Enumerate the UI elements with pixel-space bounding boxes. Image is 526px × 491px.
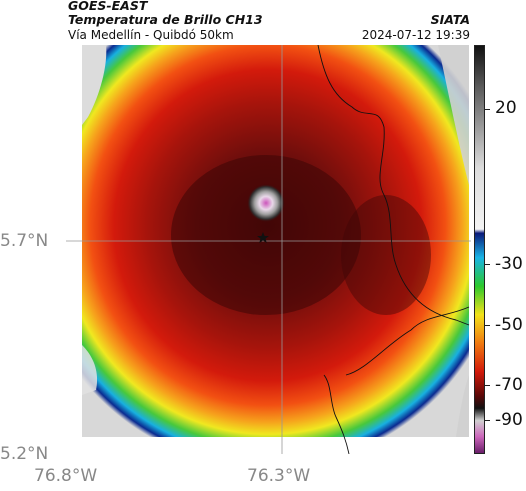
- star-marker: [257, 232, 269, 243]
- lat-label-5-7: 5.7°N: [0, 231, 49, 251]
- subtitle-route: Vía Medellín - Quibdó 50km: [68, 28, 234, 42]
- overshooting-top: [247, 184, 285, 222]
- colorbar-label-minus30: -30: [495, 254, 523, 274]
- satellite-map: [66, 45, 471, 454]
- lon-label-76-8: 76.8°W: [34, 466, 98, 486]
- deep-convection-core: [171, 155, 361, 315]
- colorbar-tick-minus30: [485, 264, 490, 265]
- admin-boundary-3: [323, 374, 350, 454]
- lon-label-76-3: 76.3°W: [247, 466, 311, 486]
- colorbar-tick-minus90: [485, 420, 490, 421]
- title-satellite: GOES-EAST: [68, 0, 148, 13]
- colorbar-label-20: 20: [495, 98, 517, 118]
- timestamp: 2024-07-12 19:39: [361, 28, 470, 42]
- title-product: Temperatura de Brillo CH13: [68, 12, 263, 27]
- colorbar: [474, 45, 485, 454]
- deep-convection-east: [341, 195, 431, 315]
- colorbar-tick-minus70: [485, 385, 490, 386]
- admin-boundary-2: [345, 306, 470, 376]
- colorbar-tick-minus50: [485, 325, 490, 326]
- warm-gray-patch-nw: [82, 45, 107, 125]
- warm-gray-patch-se: [456, 375, 469, 437]
- colorbar-label-minus50: -50: [495, 315, 523, 335]
- warm-gray-patch-sw: [82, 345, 98, 395]
- colorbar-gradient: [475, 46, 484, 453]
- lat-label-5-2: 5.2°N: [0, 444, 49, 464]
- admin-boundary-1: [317, 45, 470, 326]
- warm-gray-patch-ne: [438, 45, 469, 185]
- colorbar-tick-20: [485, 109, 490, 110]
- title-organization: SIATA: [430, 12, 470, 27]
- colorbar-label-minus70: -70: [495, 375, 523, 395]
- colorbar-label-minus90: -90: [495, 410, 523, 430]
